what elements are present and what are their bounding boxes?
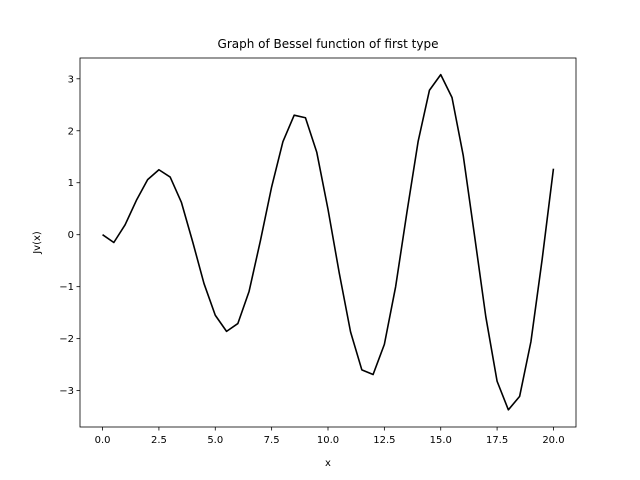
y-axis-label: Jv(x) <box>32 231 43 255</box>
plot-frame <box>79 57 577 428</box>
y-tick-label: 2 <box>68 126 74 137</box>
x-tick-label: 0.0 <box>95 435 111 446</box>
x-tick-label: 5.0 <box>207 435 223 446</box>
y-tick-label: 3 <box>68 74 74 85</box>
y-tick-label: −2 <box>59 334 74 345</box>
series-group <box>102 73 555 411</box>
y-tick-label: 0 <box>68 230 74 241</box>
x-tick-label: 17.5 <box>486 435 508 446</box>
x-axis-label: x <box>325 458 331 469</box>
chart-title: Graph of Bessel function of first type <box>218 37 439 51</box>
x-tick-label: 10.0 <box>317 435 339 446</box>
x-tick-label: 2.5 <box>151 435 167 446</box>
x-tick-label: 20.0 <box>542 435 564 446</box>
y-tick-label: −3 <box>59 386 74 397</box>
x-tick-label: 7.5 <box>264 435 280 446</box>
series-line <box>102 73 555 411</box>
y-tick-label: −1 <box>59 282 74 293</box>
x-tick-label: 12.5 <box>373 435 395 446</box>
tick-group: 0.0 2.5 5.0 7.5 10.0 12.5 15.0 17.5 20.0 −3 −2 −1 0 1… <box>59 74 564 446</box>
x-tick-label: 15.0 <box>430 435 452 446</box>
y-tick-label: 1 <box>68 178 74 189</box>
